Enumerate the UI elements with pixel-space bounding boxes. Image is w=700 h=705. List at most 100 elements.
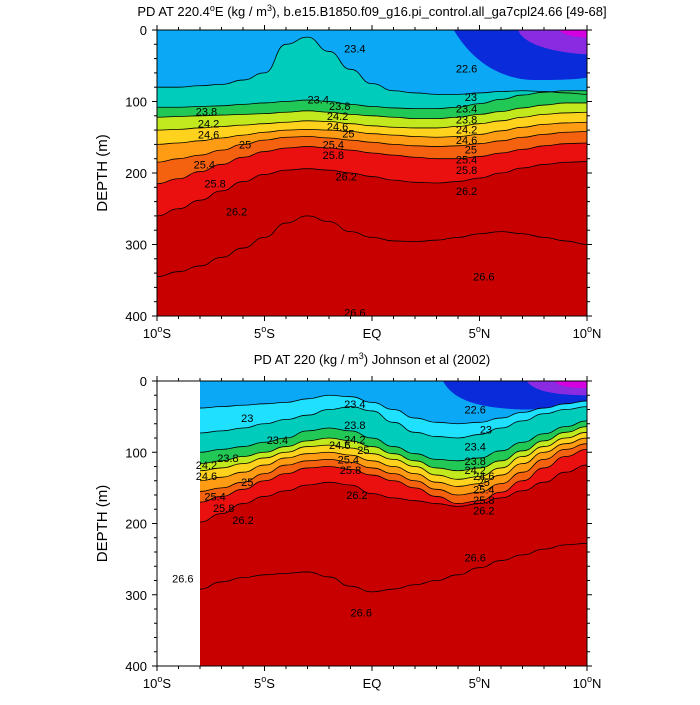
contour-label: 26.2	[473, 506, 494, 518]
isopycnal-line-24-2	[157, 102, 587, 120]
chart-title: PD AT 220.4oE (kg / m3), b.e15.B1850.f09…	[137, 3, 606, 19]
contour-label: 26.6	[344, 307, 365, 319]
y-tick-label: 200	[125, 517, 147, 532]
contour-label: 25	[239, 139, 251, 151]
contour-label: 25	[465, 144, 477, 156]
contour-label: 26.2	[456, 186, 477, 198]
chart-title: PD AT 220 (kg / m3) Johnson et al (2002)	[254, 351, 491, 367]
contour-label: 23.8	[329, 101, 350, 113]
contour-label: 23.4	[344, 399, 365, 411]
x-tick-label: 10oS	[143, 324, 171, 341]
lightest-core-band	[554, 381, 587, 389]
contour-label: 25.4	[473, 484, 494, 496]
contour-label: 23.8	[344, 420, 365, 432]
isopycnal-line-23-8	[200, 420, 587, 462]
isopycnal-band-26-6	[200, 543, 587, 666]
x-tick-label: 5oN	[469, 674, 491, 691]
x-tick-label: EQ	[363, 676, 382, 691]
contour-label: 23.4	[267, 435, 288, 447]
lightest-core-band	[559, 30, 587, 38]
isopycnal-line-23-4	[200, 406, 587, 439]
panel-model: 23.423.824.224.62525.425.826.223.423.824…	[94, 3, 607, 341]
y-tick-label: 400	[125, 309, 147, 324]
contour-label: 25	[342, 129, 354, 141]
contour-label: 25.8	[213, 503, 234, 515]
contour-label: 25.4	[194, 159, 215, 171]
contour-label: 26.2	[346, 490, 367, 502]
contour-label: 26.6	[473, 272, 494, 284]
isopycnal-line-25-4	[157, 131, 587, 163]
y-axis-label: DEPTH (m)	[94, 134, 111, 212]
y-tick-label: 0	[140, 374, 147, 389]
contour-label: 23.4	[464, 442, 485, 454]
contour-label: 24.6	[327, 122, 348, 134]
density-field	[157, 30, 587, 316]
panel-observations: 2323.423.824.224.62525.425.826.223.423.8…	[94, 351, 601, 691]
contour-label: 25.8	[456, 165, 477, 177]
contour-label: 23.4	[308, 94, 329, 106]
y-tick-label: 200	[125, 166, 147, 181]
contour-label: 24.2	[327, 111, 348, 123]
x-tick-label: 10oN	[573, 674, 602, 691]
x-tick-label: 5oS	[254, 324, 275, 341]
contour-label: 26.2	[335, 172, 356, 184]
y-tick-label: 400	[125, 659, 147, 674]
contour-label: 25	[357, 445, 369, 457]
contour-label: 22.6	[464, 405, 485, 417]
contour-label: 24.2	[464, 465, 485, 477]
isopycnal-band-26-6	[157, 215, 587, 316]
contour-label: 25.8	[204, 179, 225, 191]
isopycnal-line-26-6	[157, 215, 587, 278]
contour-label: 26.6	[172, 573, 193, 585]
isopycnal-line-25-8	[157, 142, 587, 185]
x-tick-label: 10oS	[143, 674, 171, 691]
contour-label: 25	[241, 477, 253, 489]
contour-label: 23.4	[344, 44, 365, 56]
contour-label: 25.8	[340, 465, 361, 477]
contour-label: 25.8	[323, 150, 344, 162]
contour-label: 25.4	[338, 454, 359, 466]
contour-label: 23	[480, 424, 492, 436]
contour-label: 23.8	[456, 114, 477, 126]
contour-label: 24.2	[344, 434, 365, 446]
contour-label: 26.6	[464, 553, 485, 565]
x-tick-label: 5oN	[469, 324, 491, 341]
isopycnal-line-26-2	[157, 161, 587, 217]
contour-label: 25.4	[204, 491, 225, 503]
contour-label: 23	[465, 92, 477, 104]
contour-label: 25.8	[473, 495, 494, 507]
isopycnal-line-24-6	[200, 431, 587, 480]
contour-label: 24.6	[456, 135, 477, 147]
lightest-water-band	[518, 30, 587, 55]
x-tick-label: EQ	[363, 326, 382, 341]
isopycnal-line-24-6	[157, 111, 587, 131]
contour-label: 23	[241, 413, 253, 425]
isopycnal-line-23	[200, 394, 587, 425]
isopycnal-line-26-2	[200, 464, 587, 523]
contour-label: 23.8	[464, 456, 485, 468]
contour-label: 24.2	[456, 124, 477, 136]
contour-label: 24.6	[196, 471, 217, 483]
contour-label: 24.6	[198, 129, 219, 141]
y-tick-label: 100	[125, 445, 147, 460]
contour-label: 25.4	[323, 139, 344, 151]
contour-label: 24.2	[196, 460, 217, 472]
isopycnal-line-25	[200, 437, 587, 487]
contour-label: 26.2	[226, 207, 247, 219]
isopycnal-line-24-2	[200, 426, 587, 472]
y-tick-label: 100	[125, 95, 147, 110]
density-field	[200, 381, 587, 666]
x-tick-label: 10oN	[573, 324, 602, 341]
contour-label: 25.4	[456, 154, 477, 166]
isopycnal-line-25-4	[200, 443, 587, 496]
contour-label: 24.2	[198, 119, 219, 131]
contour-label: 23.8	[217, 453, 238, 465]
y-tick-label: 300	[125, 238, 147, 253]
isopycnal-line-23-4	[157, 36, 587, 95]
y-tick-label: 0	[140, 23, 147, 38]
contour-label: 26.2	[232, 515, 253, 527]
contour-label: 23.4	[456, 104, 477, 116]
isopycnal-line-25-8	[200, 449, 587, 504]
